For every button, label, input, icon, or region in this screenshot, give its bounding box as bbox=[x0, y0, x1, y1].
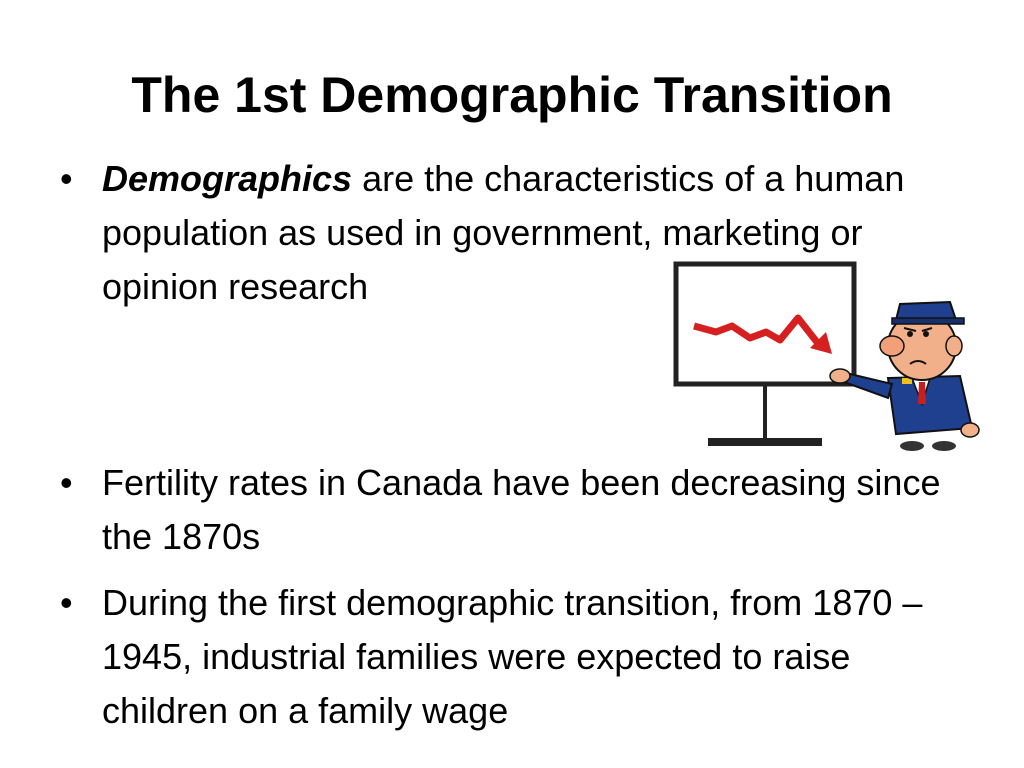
eyebrow bbox=[921, 327, 933, 332]
man-pointing-at-declining-chart-icon bbox=[673, 261, 980, 451]
eyebrow bbox=[903, 327, 917, 332]
other-hand bbox=[960, 422, 980, 438]
declining-arrow bbox=[693, 314, 823, 349]
collar-yellow bbox=[902, 378, 912, 384]
shoe bbox=[900, 441, 924, 451]
chart-board bbox=[673, 261, 857, 387]
suit-body bbox=[886, 374, 974, 436]
bullet-text: Fertility rates in Canada have been decr… bbox=[102, 462, 941, 557]
bullet-text: During the first demographic transition,… bbox=[102, 582, 923, 731]
term-demographics: Demographics bbox=[102, 158, 353, 199]
bullet-dot: • bbox=[60, 582, 73, 623]
pointing-hand bbox=[829, 368, 851, 384]
bullet-dot: • bbox=[60, 462, 73, 503]
ear bbox=[945, 335, 963, 357]
tie bbox=[918, 382, 926, 404]
hat-brim bbox=[891, 317, 965, 325]
eye bbox=[923, 331, 929, 337]
board-base bbox=[708, 438, 822, 446]
eye bbox=[907, 331, 913, 337]
frown bbox=[909, 360, 927, 365]
bullet-definition: are the characteristics of a human popul… bbox=[102, 158, 905, 307]
nose bbox=[879, 335, 905, 357]
arrow-head bbox=[810, 332, 832, 354]
slide-title: The 1st Demographic Transition bbox=[131, 67, 893, 123]
shoe bbox=[932, 441, 956, 451]
bullet-dot: • bbox=[60, 158, 73, 199]
bullet-text: Demographics are the characteristics of … bbox=[102, 152, 982, 314]
